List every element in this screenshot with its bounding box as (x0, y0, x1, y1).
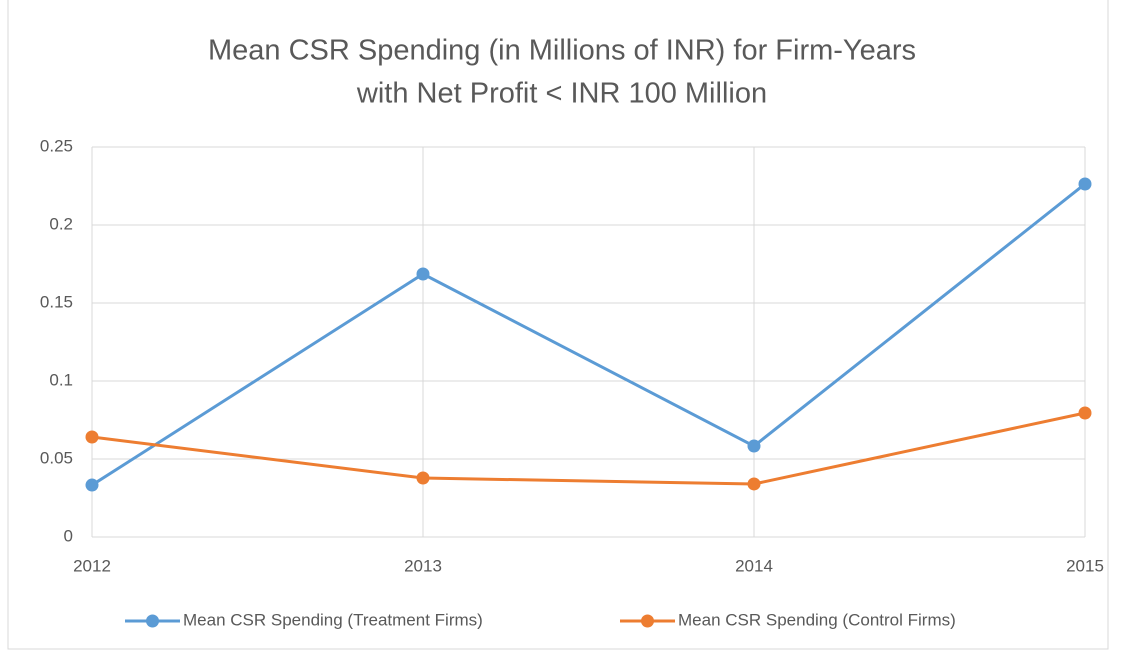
chart-title: Mean CSR Spending (in Millions of INR) f… (208, 35, 916, 67)
data-point (747, 477, 761, 491)
data-point (1078, 177, 1092, 191)
data-point (85, 478, 99, 492)
series-line (91, 182, 1086, 487)
x-tick-label: 2013 (404, 556, 442, 575)
chart-title: with Net Profit < INR 100 Million (356, 78, 767, 110)
x-tick-label: 2012 (73, 556, 111, 575)
y-tick-label: 0.25 (40, 136, 73, 155)
y-tick-label: 0.2 (49, 214, 73, 233)
chart-frame (7, 0, 1109, 650)
y-tick-label: 0.1 (49, 370, 73, 389)
y-tick-label: 0 (64, 526, 73, 545)
data-point (747, 439, 761, 453)
x-tick-label: 2015 (1066, 556, 1104, 575)
legend-label: Mean CSR Spending (Control Firms) (678, 610, 956, 629)
data-point (85, 430, 99, 444)
data-point (1078, 406, 1092, 420)
legend-marker (146, 614, 159, 628)
data-point (416, 471, 430, 485)
y-tick-label: 0.15 (40, 292, 73, 311)
series-line (91, 411, 1086, 486)
data-point (416, 267, 430, 281)
y-tick-label: 0.05 (40, 448, 73, 467)
legend-label: Mean CSR Spending (Treatment Firms) (183, 610, 483, 629)
x-tick-label: 2014 (735, 556, 773, 575)
legend-marker (641, 614, 654, 628)
